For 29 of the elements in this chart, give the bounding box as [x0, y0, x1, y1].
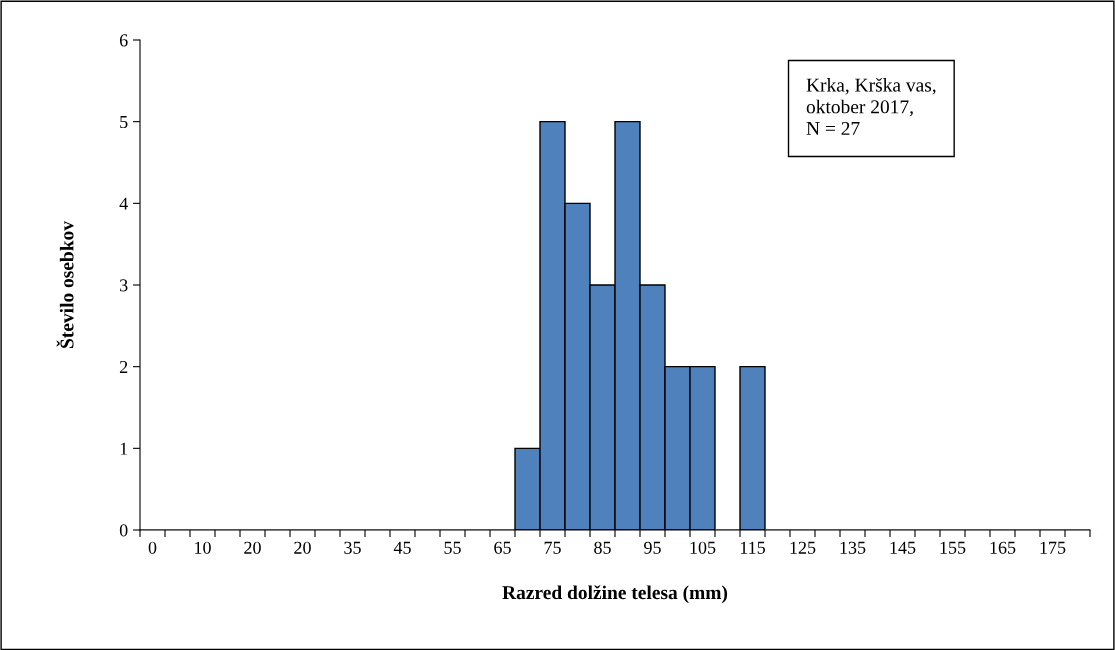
y-tick-label: 4: [119, 197, 128, 210]
x-tick-label: 55: [444, 541, 461, 554]
y-tick-label: 0: [119, 524, 128, 537]
y-axis-title: Število osebkov: [56, 220, 74, 348]
x-tick-label: 105: [690, 541, 716, 554]
x-tick-label: 115: [740, 541, 765, 554]
x-tick-label: 10: [195, 541, 211, 554]
x-tick-label: 65: [494, 541, 511, 554]
x-tick-label: 145: [890, 541, 916, 554]
x-tick-label: 125: [790, 541, 816, 554]
x-tick-label: 35: [344, 541, 361, 554]
x-tick-label: 95: [644, 541, 661, 554]
x-tick-label: 20: [294, 541, 311, 554]
x-tick-label: 155: [940, 541, 966, 554]
y-tick-label: 6: [119, 34, 128, 47]
annotation: Krka, Krška vas, oktober 2017, N = 27: [806, 77, 936, 135]
x-tick-label: 135: [840, 541, 866, 554]
x-tick-label: 45: [393, 541, 411, 554]
y-tick-label: 3: [120, 279, 128, 292]
x-tick-label: 85: [594, 541, 611, 554]
y-tick-label: 1: [120, 442, 128, 455]
x-tick-label: 175: [1040, 541, 1066, 554]
y-tick-label: 2: [119, 360, 128, 373]
y-tick-label: 5: [120, 116, 128, 129]
x-tick-label: 165: [990, 541, 1016, 554]
x-tick-label: 0: [148, 541, 157, 554]
x-tick-label: 20: [244, 541, 261, 554]
x-tick-label: 75: [544, 541, 561, 554]
x-axis-title: Razred dolžine telesa (mm): [502, 585, 728, 604]
